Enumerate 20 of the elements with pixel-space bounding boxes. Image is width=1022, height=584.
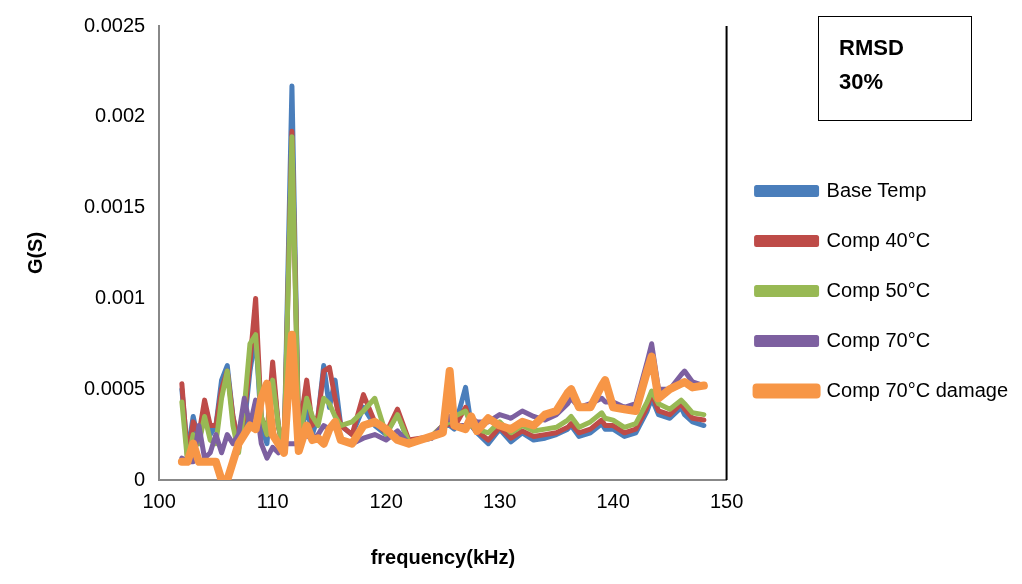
- legend-label: Base Temp: [826, 178, 927, 201]
- legend-label: Comp 70°C damage: [826, 378, 1009, 401]
- x-tick-label: 110: [256, 489, 289, 512]
- y-tick-label: 0.0015: [84, 195, 146, 218]
- y-tick-label: 0: [134, 467, 146, 490]
- y-tick-label: 0.002: [95, 104, 146, 127]
- legend-label: Comp 70°C: [826, 328, 931, 351]
- x-tick-label: 120: [369, 489, 403, 512]
- legend-label: Comp 50°C: [826, 278, 931, 301]
- y-axis-title: G(S): [23, 231, 46, 275]
- x-tick-label: 100: [142, 489, 176, 512]
- y-tick-label: 0.0005: [84, 376, 146, 399]
- legend-label: Comp 40°C: [826, 228, 931, 251]
- x-tick-label: 130: [482, 489, 517, 512]
- y-tick-label: 0.001: [95, 285, 146, 308]
- x-axis-title: frequency(kHz): [370, 545, 516, 568]
- text: RMSD 30%: [818, 16, 972, 121]
- x-tick-label: 150: [709, 489, 744, 512]
- y-tick-label: 0.0025: [84, 13, 146, 36]
- x-tick-label: 140: [596, 489, 630, 512]
